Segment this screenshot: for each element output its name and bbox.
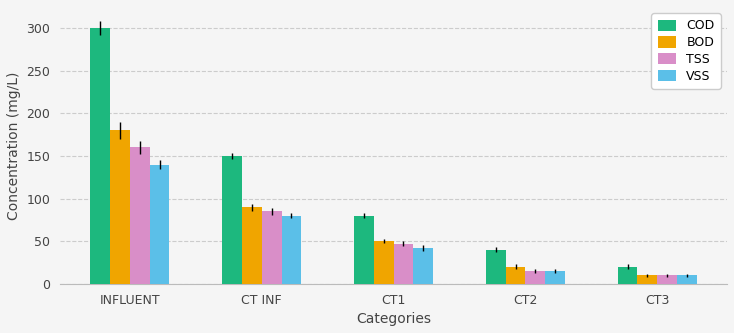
Bar xyxy=(90,28,110,284)
Bar xyxy=(282,216,302,284)
Bar xyxy=(222,156,242,284)
Bar xyxy=(354,216,374,284)
Bar xyxy=(506,267,526,284)
Bar xyxy=(242,207,262,284)
Bar xyxy=(677,275,697,284)
X-axis label: Categories: Categories xyxy=(356,312,431,326)
Bar xyxy=(110,131,130,284)
Bar xyxy=(617,267,637,284)
Bar xyxy=(545,271,565,284)
Bar xyxy=(657,275,677,284)
Bar xyxy=(637,275,657,284)
Y-axis label: Concentration (mg/L): Concentration (mg/L) xyxy=(7,71,21,219)
Bar xyxy=(130,148,150,284)
Bar xyxy=(150,165,170,284)
Bar xyxy=(393,244,413,284)
Bar xyxy=(262,211,282,284)
Bar xyxy=(413,248,433,284)
Bar xyxy=(374,241,393,284)
Legend: COD, BOD, TSS, VSS: COD, BOD, TSS, VSS xyxy=(651,13,721,89)
Bar xyxy=(486,250,506,284)
Bar xyxy=(526,271,545,284)
